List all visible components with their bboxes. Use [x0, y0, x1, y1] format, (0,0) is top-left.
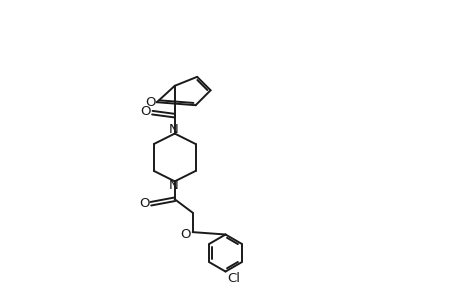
- Text: O: O: [145, 96, 155, 109]
- Text: O: O: [140, 105, 151, 118]
- Text: O: O: [139, 197, 149, 210]
- Text: Cl: Cl: [227, 272, 240, 286]
- Text: O: O: [179, 228, 190, 241]
- Text: N: N: [168, 123, 178, 136]
- Text: N: N: [168, 179, 178, 192]
